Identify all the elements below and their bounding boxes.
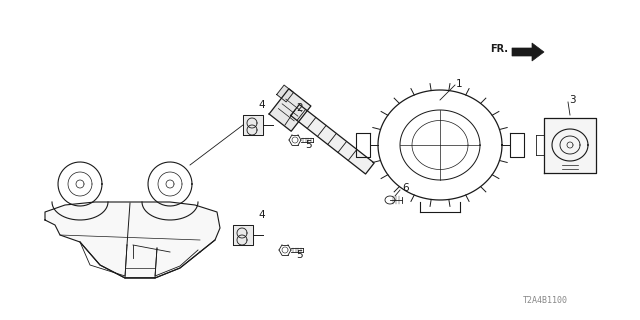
Text: 6: 6 (402, 183, 408, 193)
Text: 1: 1 (456, 79, 463, 89)
Polygon shape (269, 89, 311, 131)
Polygon shape (291, 105, 374, 174)
Polygon shape (544, 117, 596, 172)
Text: 2: 2 (296, 103, 303, 113)
Text: 4: 4 (258, 100, 264, 110)
Polygon shape (233, 225, 253, 245)
Text: 3: 3 (569, 95, 575, 105)
Text: FR.: FR. (490, 44, 508, 54)
Polygon shape (276, 85, 294, 102)
Text: 5: 5 (305, 140, 312, 150)
Text: 4: 4 (258, 210, 264, 220)
Polygon shape (512, 43, 544, 61)
Polygon shape (243, 115, 263, 135)
Text: T2A4B1100: T2A4B1100 (522, 296, 568, 305)
Text: 5: 5 (296, 250, 303, 260)
Polygon shape (45, 202, 220, 278)
